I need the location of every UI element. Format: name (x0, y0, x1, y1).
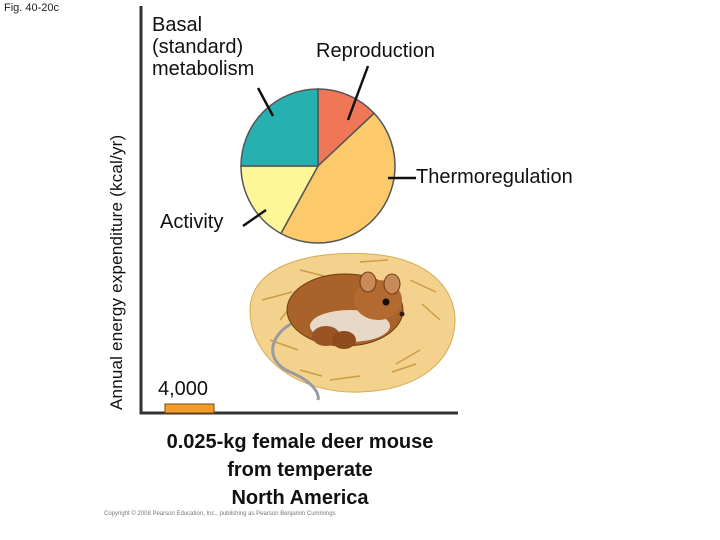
basal-line-3: metabolism (152, 58, 255, 80)
copyright-notice: Copyright © 2008 Pearson Education, Inc.… (104, 511, 336, 517)
pie-slice-basal (240, 88, 319, 167)
bar-deer-mouse (164, 403, 215, 414)
pie-slice-reproduction (317, 88, 376, 168)
slice-label-thermoregulation: Thermoregulation (416, 166, 573, 188)
slice-label-activity: Activity (160, 211, 224, 233)
category-line-3: North America (231, 487, 369, 509)
slice-label-basal: Basal (standard) metabolism (152, 14, 254, 80)
leader-activity (242, 208, 267, 228)
figure-label: Fig. 40-20c (4, 2, 60, 14)
slice-label-reproduction: Reproduction (316, 40, 435, 62)
category-line-1: 0.025-kg female deer mouse (166, 431, 434, 453)
basal-line-1: Basal (152, 14, 203, 36)
bar-value-label: 4,000 (158, 378, 209, 400)
deer-mouse-illustration (249, 253, 456, 401)
leader-reproduction (346, 65, 370, 121)
pie-slice-thermoregulation (279, 112, 396, 244)
basal-line-2: (standard) (152, 36, 244, 58)
energy-pie (240, 88, 396, 244)
leader-basal (256, 87, 275, 117)
x-category-label: 0.025-kg female deer mouse from temperat… (120, 428, 480, 512)
category-line-2: from temperate (227, 459, 373, 481)
pie-slice-activity (240, 165, 320, 235)
